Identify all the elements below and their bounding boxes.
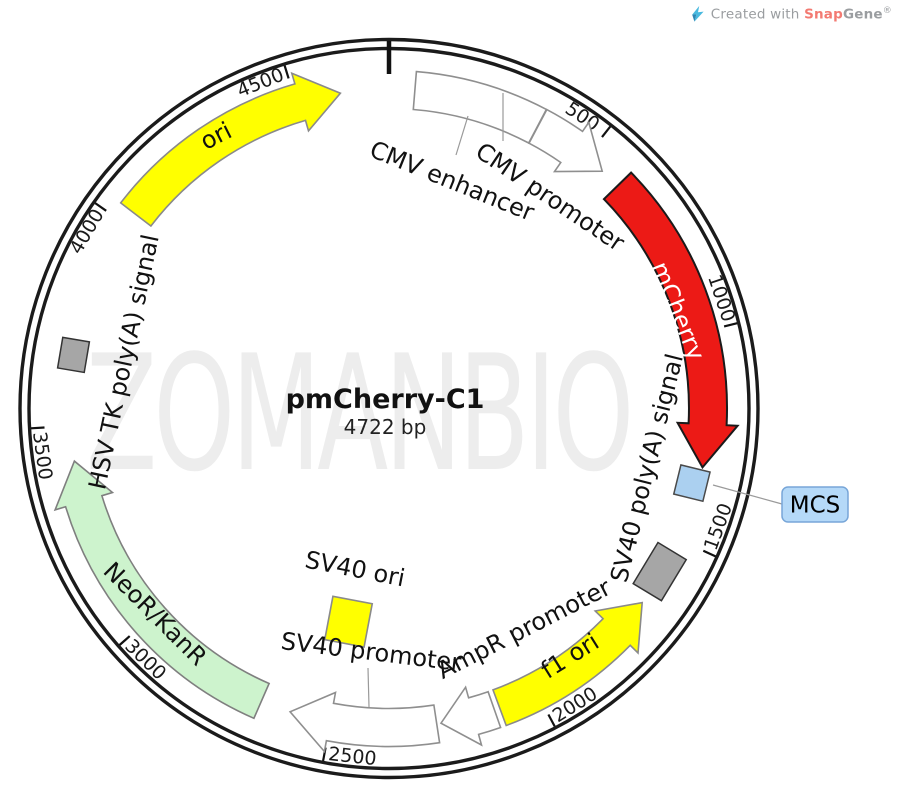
- feature-label-hsv-tk-polya[interactable]: HSV TK poly(A) signal: [83, 232, 164, 492]
- credit-brand-snap: Snap: [804, 6, 843, 23]
- tick-mark-2000: [547, 713, 556, 727]
- feature-sv40-promoter[interactable]: [288, 691, 441, 754]
- feature-label-sv40-polya[interactable]: SV40 poly(A) signal: [605, 351, 689, 585]
- feature-f1-ori[interactable]: [491, 601, 644, 727]
- tick-label-4000: 4000: [65, 205, 108, 258]
- feature-label-sv40-promoter[interactable]: SV40 promoter: [279, 627, 462, 677]
- feature-sv40-polya[interactable]: [632, 541, 688, 602]
- watermark: ZOMANBIO: [86, 320, 634, 507]
- tick-mark-1500: [702, 549, 717, 558]
- feature-mcherry[interactable]: [602, 171, 740, 470]
- plasmid-title-block: pmCherry-C1 4722 bp: [286, 384, 485, 439]
- feature-neor-kanr[interactable]: [53, 459, 271, 720]
- plasmid-size: 4722 bp: [343, 415, 427, 440]
- feature-hsv-tk-polya[interactable]: [56, 336, 91, 374]
- tick-label-2500: 2500: [327, 743, 377, 770]
- mcs-callout-label[interactable]: MCS: [790, 493, 841, 519]
- snapgene-logo-icon: [691, 6, 704, 22]
- credit-brand-gene: Gene: [842, 6, 883, 23]
- feature-mcs[interactable]: [672, 464, 711, 503]
- tick-mark-3000: [118, 635, 131, 646]
- feature-sv40-ori[interactable]: [323, 595, 374, 648]
- feature-cmv-promoter[interactable]: [527, 108, 604, 173]
- tick-mark-1000: [723, 322, 738, 328]
- backbone-outer-ring: [18, 37, 760, 780]
- feature-cmv-enhancer[interactable]: [412, 70, 548, 145]
- feature-ori[interactable]: [119, 71, 342, 228]
- feature-label-sv40-ori[interactable]: SV40 ori: [303, 546, 408, 593]
- tick-mark-4500: [283, 65, 290, 79]
- mcs-callout-box[interactable]: [781, 486, 849, 523]
- tick-mark-4000: [94, 202, 107, 212]
- snapgene-credit: Created with SnapGene®: [691, 6, 892, 23]
- feature-ampr-promoter[interactable]: [439, 685, 502, 747]
- credit-text: Created with SnapGene®: [710, 6, 892, 23]
- tick-mark-500: [601, 125, 612, 138]
- sv40-promoter-callout-line: [367, 667, 370, 708]
- mcs-callout-line: [712, 484, 783, 505]
- credit-reg-mark: ®: [882, 6, 892, 16]
- cmv-enhancer-callout-line: [455, 115, 469, 156]
- tick-label-3500: 3500: [28, 430, 56, 481]
- tick-mark-3500: [30, 426, 45, 430]
- plasmid-name: pmCherry-C1: [285, 384, 485, 415]
